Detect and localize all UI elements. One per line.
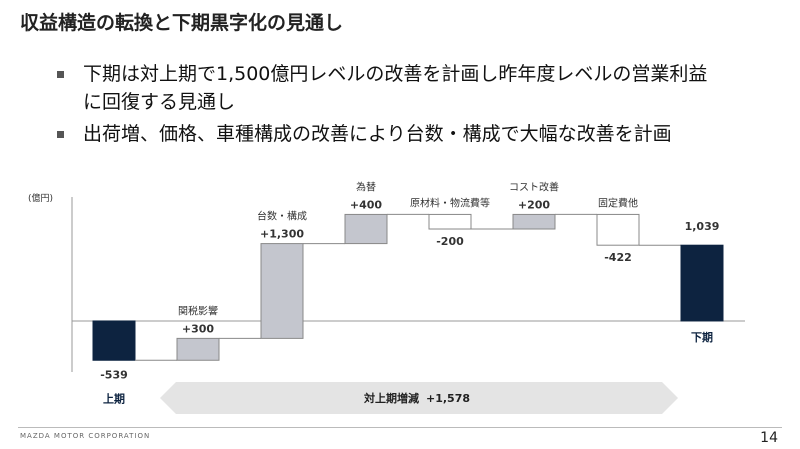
change-arrow <box>160 382 678 414</box>
bar-7 <box>680 244 724 322</box>
footer-divider <box>18 427 782 428</box>
brand-logo-text: MAZDA MOTOR CORPORATION <box>20 432 151 440</box>
category-label: 台数・構成 <box>257 210 307 223</box>
change-arrow-label: 対上期増減 <box>363 391 419 405</box>
value-label: +400 <box>350 198 383 211</box>
change-arrow-value: +1,578 <box>426 392 470 405</box>
value-label: 1,039 <box>685 220 720 233</box>
bar-6 <box>596 213 640 246</box>
bar-4 <box>428 213 472 230</box>
category-label: 関税影響 <box>178 304 218 317</box>
value-label: +200 <box>518 198 551 211</box>
bar-3 <box>344 213 388 245</box>
page-title: 収益構造の転換と下期黒字化の見通し <box>20 12 344 34</box>
bullet-item: 下期は対上期で1,500億円レベルの改善を計画し昨年度レベルの営業利益に回復する… <box>55 60 723 116</box>
bar-1 <box>176 337 220 361</box>
page-number: 14 <box>760 430 778 446</box>
unit-label: (億円) <box>28 192 53 204</box>
value-label: -539 <box>100 368 128 381</box>
bullet-item: 出荷増、価格、車種構成の改善により台数・構成で大幅な改善を計画 <box>55 120 723 148</box>
category-label: 原材料・物流費等 <box>410 196 490 209</box>
bar-2 <box>260 243 304 339</box>
value-label: -422 <box>604 251 632 264</box>
value-label: -200 <box>436 235 464 248</box>
category-label: 下期 <box>691 330 713 344</box>
category-label: 上期 <box>103 391 125 405</box>
category-label: 為替 <box>356 180 376 193</box>
category-label: 固定費他 <box>598 196 638 209</box>
bar-5 <box>512 213 556 230</box>
bar-0 <box>92 320 136 361</box>
value-label: +300 <box>182 322 215 335</box>
bullet-list: 下期は対上期で1,500億円レベルの改善を計画し昨年度レベルの営業利益に回復する… <box>55 60 723 152</box>
value-label: +1,300 <box>260 228 304 241</box>
category-label: コスト改善 <box>509 180 559 193</box>
